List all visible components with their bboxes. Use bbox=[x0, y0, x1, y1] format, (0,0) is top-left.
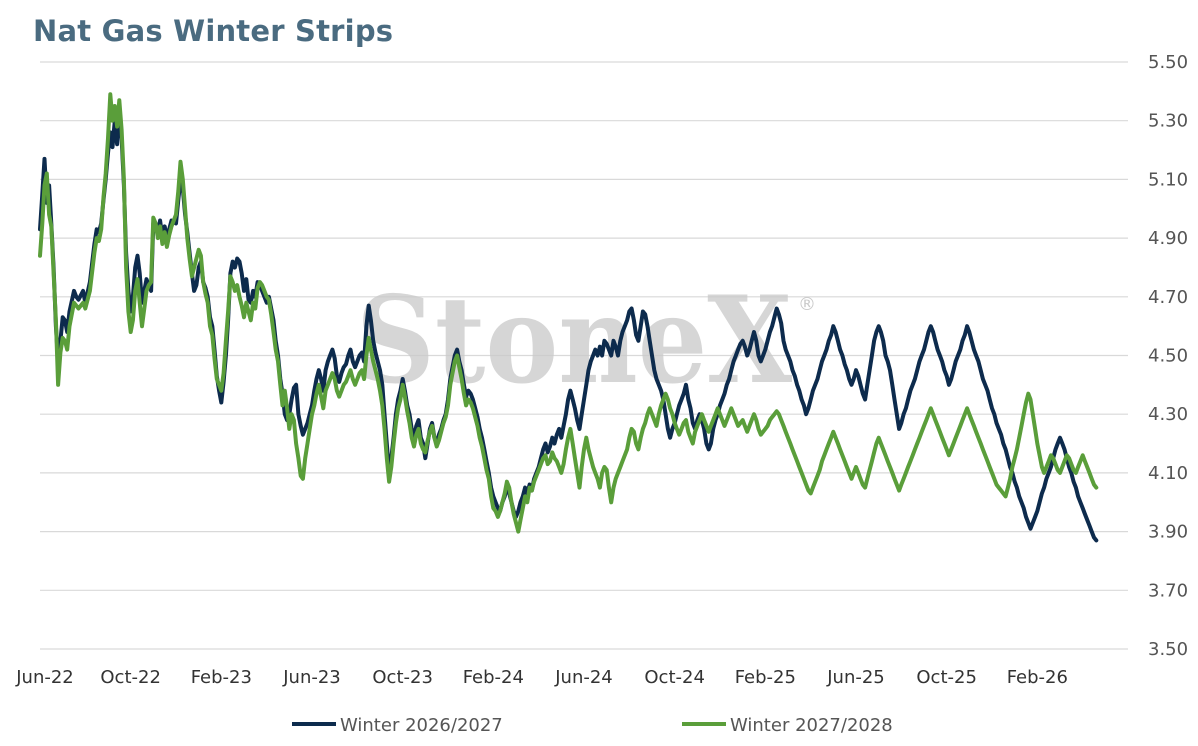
y-tick-label: 3.90 bbox=[1148, 522, 1188, 543]
chart-title: Nat Gas Winter Strips bbox=[33, 14, 394, 48]
y-tick-label: 4.70 bbox=[1148, 287, 1188, 308]
x-tick-label: Oct-24 bbox=[644, 667, 705, 688]
y-axis-ticks: 5.50 5.30 5.10 4.90 4.70 4.50 4.30 4.10 3.90 3.70… bbox=[1148, 52, 1188, 660]
x-tick-label: Feb-26 bbox=[1007, 667, 1068, 688]
series-line-winter-2027-2028 bbox=[38, 92, 1099, 534]
legend-label: Winter 2026/2027 bbox=[340, 715, 503, 736]
x-tick-label: Feb-25 bbox=[735, 667, 796, 688]
x-tick-label: Feb-23 bbox=[191, 667, 252, 688]
legend: Winter 2026/2027 Winter 2027/2028 bbox=[292, 715, 893, 736]
x-tick-label: Oct-22 bbox=[100, 667, 161, 688]
y-tick-label: 4.50 bbox=[1148, 346, 1188, 367]
x-tick-label: Jun-22 bbox=[15, 667, 74, 688]
legend-label: Winter 2027/2028 bbox=[730, 715, 893, 736]
x-tick-label: Jun-24 bbox=[554, 667, 613, 688]
y-tick-label: 3.70 bbox=[1148, 580, 1188, 601]
x-tick-label: Jun-25 bbox=[826, 667, 885, 688]
y-tick-label: 4.10 bbox=[1148, 463, 1188, 484]
watermark-text: StoneX bbox=[356, 270, 792, 411]
x-tick-label: Jun-23 bbox=[282, 667, 341, 688]
series-lines bbox=[38, 92, 1099, 543]
y-tick-label: 4.90 bbox=[1148, 228, 1188, 249]
y-tick-label: 4.30 bbox=[1148, 404, 1188, 425]
x-tick-label: Oct-25 bbox=[916, 667, 977, 688]
x-axis-ticks: Jun-22 Oct-22 Feb-23 Jun-23 Oct-23 Feb-24 Jun-… bbox=[15, 667, 1068, 688]
y-tick-label: 5.10 bbox=[1148, 169, 1188, 190]
gridlines bbox=[40, 61, 1128, 650]
y-tick-label: 5.30 bbox=[1148, 111, 1188, 132]
watermark-registered-mark: ® bbox=[798, 294, 816, 315]
y-tick-label: 5.50 bbox=[1148, 52, 1188, 73]
y-tick-label: 3.50 bbox=[1148, 639, 1188, 660]
x-tick-label: Oct-23 bbox=[372, 667, 433, 688]
x-tick-label: Feb-24 bbox=[463, 667, 524, 688]
stonex-watermark: StoneX ® bbox=[356, 270, 816, 411]
